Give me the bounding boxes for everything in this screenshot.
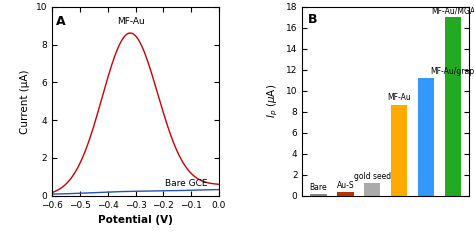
Text: MF-Au/MGA: MF-Au/MGA bbox=[431, 6, 474, 15]
Text: gold seed: gold seed bbox=[354, 171, 391, 181]
Text: MF-Au: MF-Au bbox=[387, 93, 411, 103]
Text: Au-S: Au-S bbox=[337, 181, 354, 190]
Y-axis label: Current (μA): Current (μA) bbox=[20, 69, 30, 134]
Bar bbox=[391, 105, 407, 196]
Bar bbox=[337, 192, 354, 196]
Text: B: B bbox=[308, 13, 317, 26]
Bar bbox=[310, 195, 327, 196]
Text: MF-Au: MF-Au bbox=[118, 17, 145, 26]
Text: A: A bbox=[56, 14, 66, 27]
X-axis label: Potential (V): Potential (V) bbox=[98, 215, 173, 225]
Bar bbox=[365, 183, 381, 196]
Text: MF-Au/graphene: MF-Au/graphene bbox=[430, 67, 474, 76]
Text: Bare GCE: Bare GCE bbox=[165, 179, 207, 188]
Text: Bare: Bare bbox=[310, 183, 328, 192]
Bar bbox=[445, 17, 461, 196]
Y-axis label: $\it{I}_p$ ($\mu$A): $\it{I}_p$ ($\mu$A) bbox=[266, 84, 281, 118]
Bar bbox=[418, 78, 434, 196]
